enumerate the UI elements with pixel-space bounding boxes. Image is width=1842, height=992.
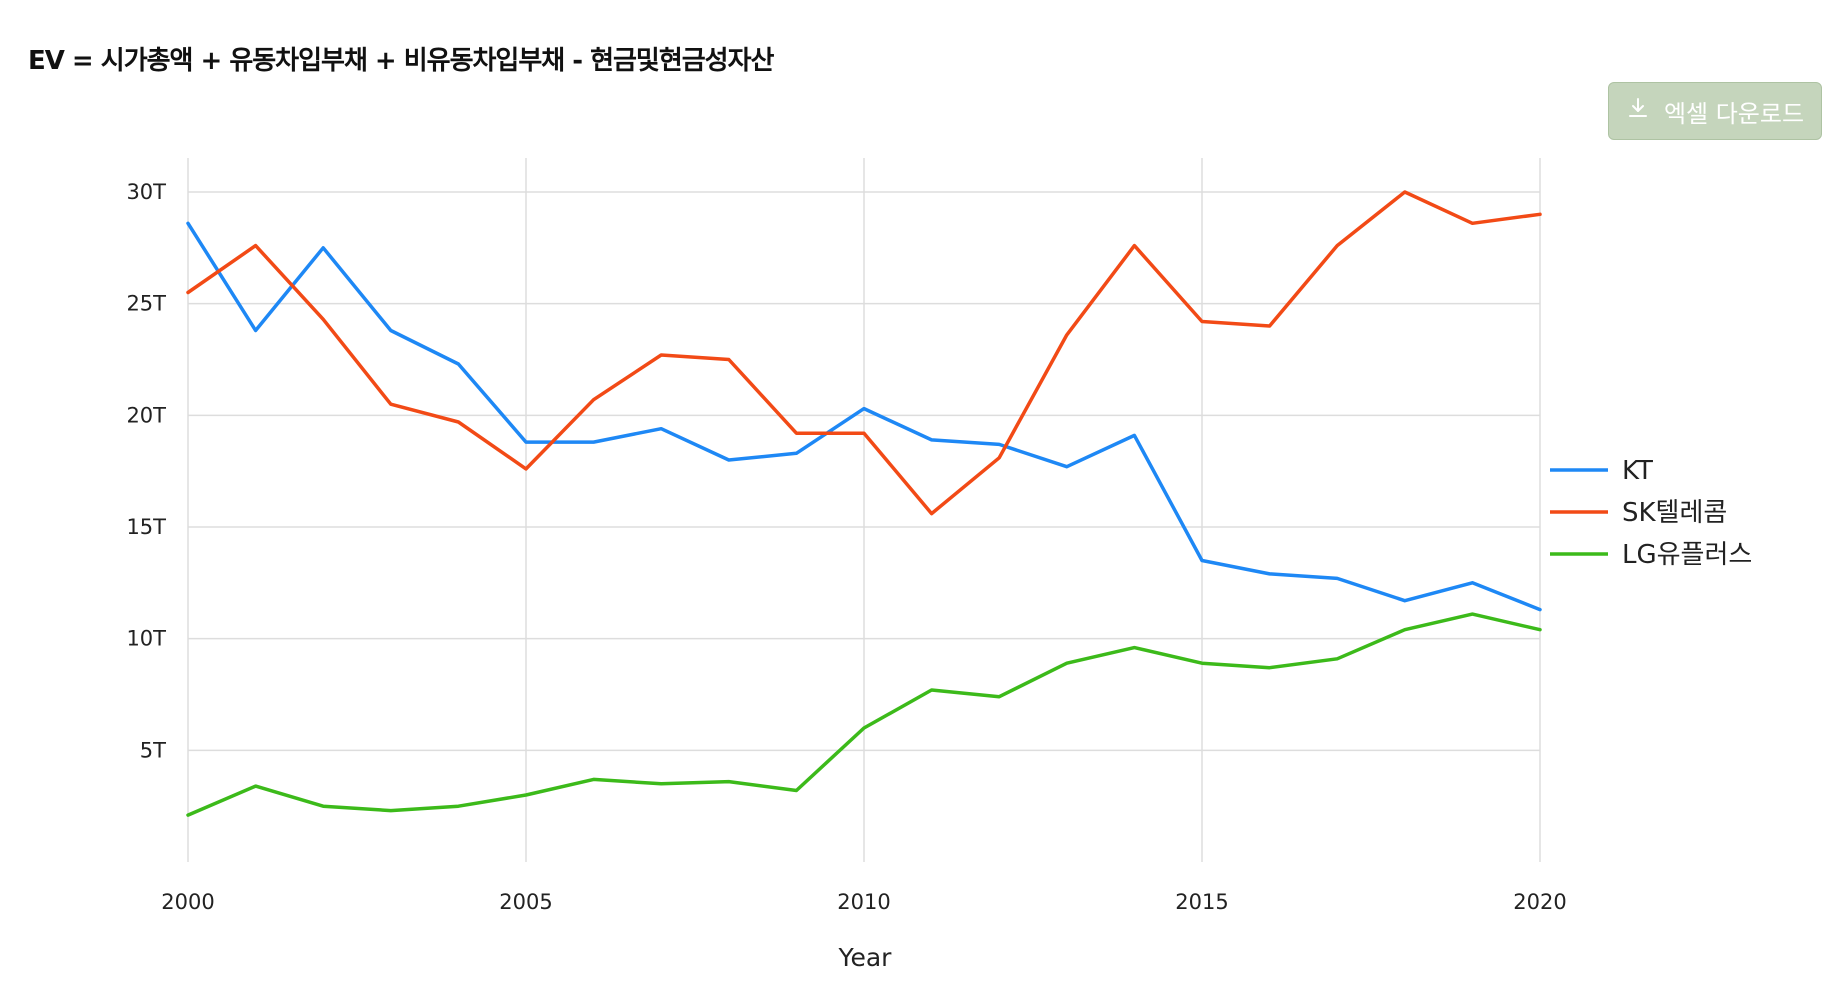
y-tick-label: 15T bbox=[126, 515, 166, 539]
series-line bbox=[186, 190, 1542, 516]
legend-label: LG유플러스 bbox=[1622, 540, 1752, 570]
x-axis-title: Year bbox=[838, 943, 893, 972]
y-tick-label: 25T bbox=[126, 292, 166, 316]
series-line bbox=[186, 612, 1542, 817]
y-tick-label: 20T bbox=[126, 403, 166, 427]
x-tick-label: 2015 bbox=[1175, 890, 1228, 914]
chart-title: EV = 시가총액 + 유동차입부채 + 비유동차입부채 - 현금및현금성자산 bbox=[28, 46, 774, 76]
legend-label: SK텔레콤 bbox=[1622, 498, 1727, 528]
x-tick-label: 2000 bbox=[161, 890, 214, 914]
download-button-label: 엑셀 다운로드 bbox=[1663, 99, 1805, 128]
download-icon bbox=[1626, 96, 1650, 126]
y-tick-label: 10T bbox=[126, 627, 166, 651]
x-tick-label: 2020 bbox=[1513, 890, 1566, 914]
series-line bbox=[186, 221, 1542, 612]
y-tick-label: 30T bbox=[126, 180, 166, 204]
x-tick-label: 2005 bbox=[499, 890, 552, 914]
x-tick-label: 2010 bbox=[837, 890, 890, 914]
excel-download-button[interactable]: 엑셀 다운로드 bbox=[1608, 82, 1822, 140]
y-tick-label: 5T bbox=[140, 738, 166, 762]
legend-label: KT bbox=[1622, 456, 1653, 486]
